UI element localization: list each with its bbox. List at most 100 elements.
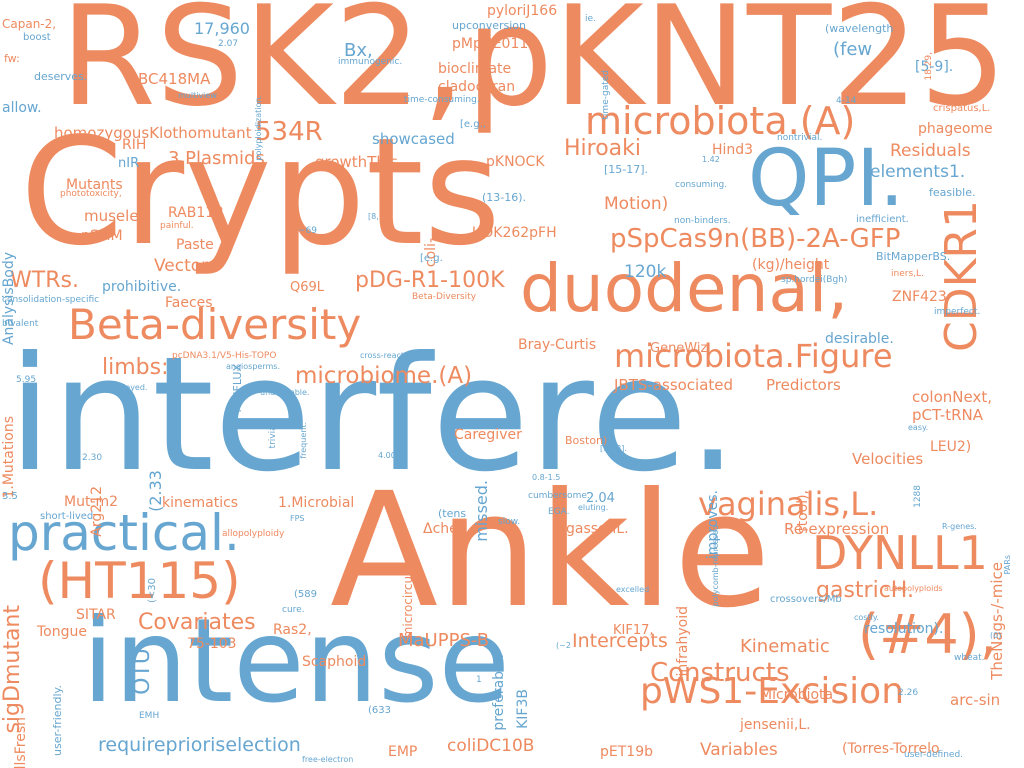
word-167: (Φ= [635, 420, 654, 430]
word-70: (kg)/height [752, 257, 830, 273]
word-72: Q69L [290, 280, 325, 295]
word-1: RSK2,pKNT25 [60, 0, 1007, 137]
word-186: excelled [616, 585, 650, 594]
word-85: RIH [122, 137, 147, 153]
word-56: showcased [372, 130, 455, 148]
word-196: 2.26 [898, 688, 919, 698]
word-45: Re-expression [784, 520, 890, 538]
word-170: eluting. [578, 503, 609, 512]
word-128: multiview [178, 91, 217, 100]
word-2: Crypts [20, 106, 501, 278]
word-127: 2.07 [218, 39, 239, 49]
word-89: 1.Microbial [278, 495, 355, 511]
word-17: vaginalis,L. [698, 485, 879, 523]
word-192: wheat. [954, 653, 985, 663]
word-52: 3.Plasmids [168, 148, 265, 169]
word-69: 120k [624, 262, 667, 282]
word-8: Beta-diversity [68, 300, 362, 349]
word-117: (13-16). [482, 191, 527, 204]
word-198: user-defined. [904, 750, 964, 760]
word-120: [e.g. [420, 253, 443, 264]
word-111: KIF3B [515, 689, 531, 729]
word-90: Mut-m2 [64, 494, 119, 510]
word-19: 534R [255, 117, 323, 147]
word-50: Velocities [852, 450, 924, 468]
word-60: [5-9]. [915, 59, 954, 75]
word-135: crispatus,L. [933, 103, 991, 114]
word-194: (633 [368, 705, 391, 716]
word-182: (<30 [147, 578, 158, 604]
word-81: Faeces [165, 295, 213, 311]
word-79: Vectors [154, 256, 218, 276]
word-197: free-electron [302, 755, 354, 764]
word-68: phageome [918, 121, 993, 137]
word-166: [9-13]. [600, 444, 627, 453]
word-137: nontrivial. [777, 133, 823, 143]
word-88: kinematics [162, 495, 239, 511]
word-168: easy. [908, 423, 929, 432]
word-87: Caregiver [454, 427, 522, 443]
word-36: Intercepts [572, 630, 668, 652]
word-64: cladoceran [438, 79, 516, 95]
word-138: 1.42 [702, 155, 720, 164]
word-82: GeneWiz [650, 341, 708, 356]
word-108: infrahyoid [675, 606, 691, 677]
word-55: BC418MA [138, 70, 211, 88]
word-188: costly. [854, 613, 879, 622]
word-129: polyploidization. [254, 95, 263, 161]
word-156: deployed. [108, 383, 148, 392]
word-14: DYNLL1 [812, 526, 988, 580]
word-176: short-lived [40, 511, 94, 522]
word-59: 17,960 [194, 19, 250, 38]
word-184: cure. [282, 605, 305, 615]
word-119: [e.g., [460, 119, 486, 130]
word-6: QPI. [748, 134, 905, 224]
word-162: trivial. [268, 420, 278, 449]
word-100: SITAR [76, 607, 116, 623]
word-75: museles [84, 207, 147, 225]
word-163: frequent. [299, 422, 308, 459]
word-61: pyloriJ166 [487, 3, 558, 19]
word-174: PARs [1003, 555, 1012, 575]
word-9: microbiota.(A) [585, 99, 856, 143]
word-115: MINFLUX [231, 364, 244, 413]
word-27: Hiroaki [564, 136, 642, 161]
word-143: phototoxicity, [60, 189, 122, 199]
word-159: 5.95 [16, 375, 37, 385]
word-99: Tongue [37, 624, 87, 640]
word-105: (2.33 [146, 470, 165, 512]
word-157: undesirable. [260, 388, 310, 397]
word-62: pMpGE011 [452, 36, 529, 52]
word-54: homozygousKlothomutant [54, 124, 252, 142]
word-101: EMP [388, 744, 418, 760]
word-179: EGA. [548, 507, 570, 517]
word-110: preferable. [491, 654, 507, 731]
word-126: deserves. [34, 70, 88, 83]
word-130: immunogenic. [338, 57, 403, 67]
word-15: CDKR1 [936, 200, 987, 353]
word-28: gastricH. [816, 578, 914, 603]
word-35: Motion) [604, 194, 669, 214]
word-109: microcircuitry, [401, 552, 415, 639]
word-123: Capan-2, [2, 17, 57, 31]
word-43: Microbiota [760, 687, 834, 703]
word-97: Scaphoid [302, 654, 367, 670]
word-171: cumbersome. [528, 491, 590, 501]
word-46: Predictors [766, 376, 841, 394]
word-44: arc-sin [950, 691, 1001, 709]
word-91: 2.04 [586, 491, 615, 506]
word-140: feasible. [929, 186, 976, 199]
word-96: Ras2, [273, 622, 312, 638]
word-41: (Torres-Torrelo [842, 741, 940, 757]
word-148: sp.hordei(Bgh) [781, 275, 848, 285]
word-165: Boston) [565, 434, 608, 447]
word-78: Paste [176, 237, 214, 253]
word-193: user-friendly. [51, 685, 64, 756]
word-31: elements1. [870, 162, 966, 182]
word-189: autopolyploids [884, 584, 943, 593]
word-112: cellsFresh [13, 717, 29, 768]
word-102: pET19b [600, 744, 653, 760]
word-58: (few [833, 39, 873, 60]
word-10: practical. [8, 504, 240, 562]
word-124: boost [23, 32, 51, 43]
